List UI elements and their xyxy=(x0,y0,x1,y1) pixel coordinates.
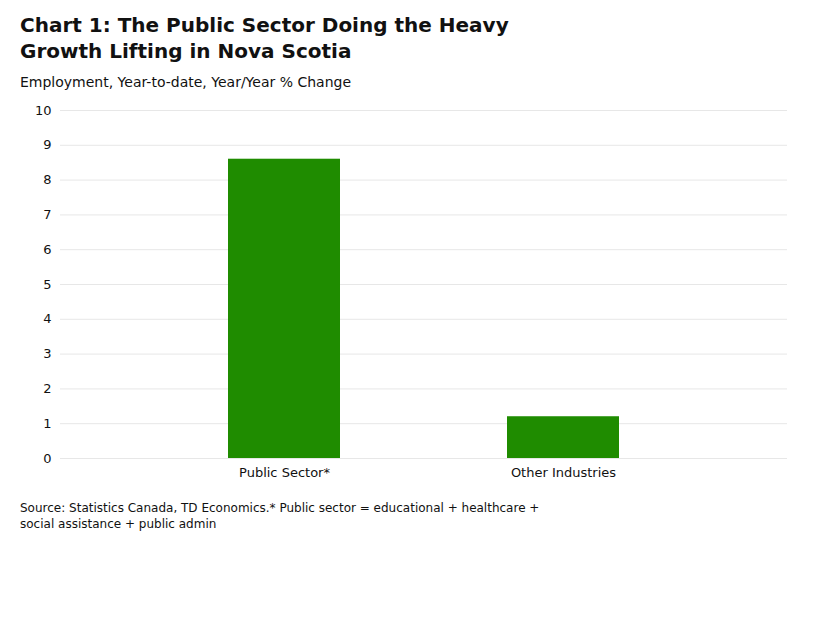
html-text:Chart 1: The Public Sector Doi: Chart 1: The Public Sector Doing the Hea… xyxy=(20,13,509,63)
svg-text:7: 7 xyxy=(43,207,51,222)
svg-text:8: 8 xyxy=(43,172,51,187)
svg-text:2: 2 xyxy=(43,381,51,396)
svg-text:Other Industries: Other Industries xyxy=(511,465,616,480)
svg-text:4: 4 xyxy=(43,311,51,326)
svg-text:5: 5 xyxy=(43,277,51,292)
svg-text:0: 0 xyxy=(43,451,51,466)
svg-text:Public Sector*: Public Sector* xyxy=(239,465,330,480)
html-text:Employment, Year-to-date, Year: Employment, Year-to-date, Year/Year % Ch… xyxy=(20,74,352,90)
svg-text:9: 9 xyxy=(43,137,51,152)
svg-text:6: 6 xyxy=(43,242,51,257)
svg-text:3: 3 xyxy=(43,346,51,361)
html-text:Source: Statistics Canada, TD: Source: Statistics Canada, TD Economics.… xyxy=(20,501,540,532)
svg-text:1: 1 xyxy=(43,416,51,431)
svg-text:10: 10 xyxy=(35,103,52,118)
